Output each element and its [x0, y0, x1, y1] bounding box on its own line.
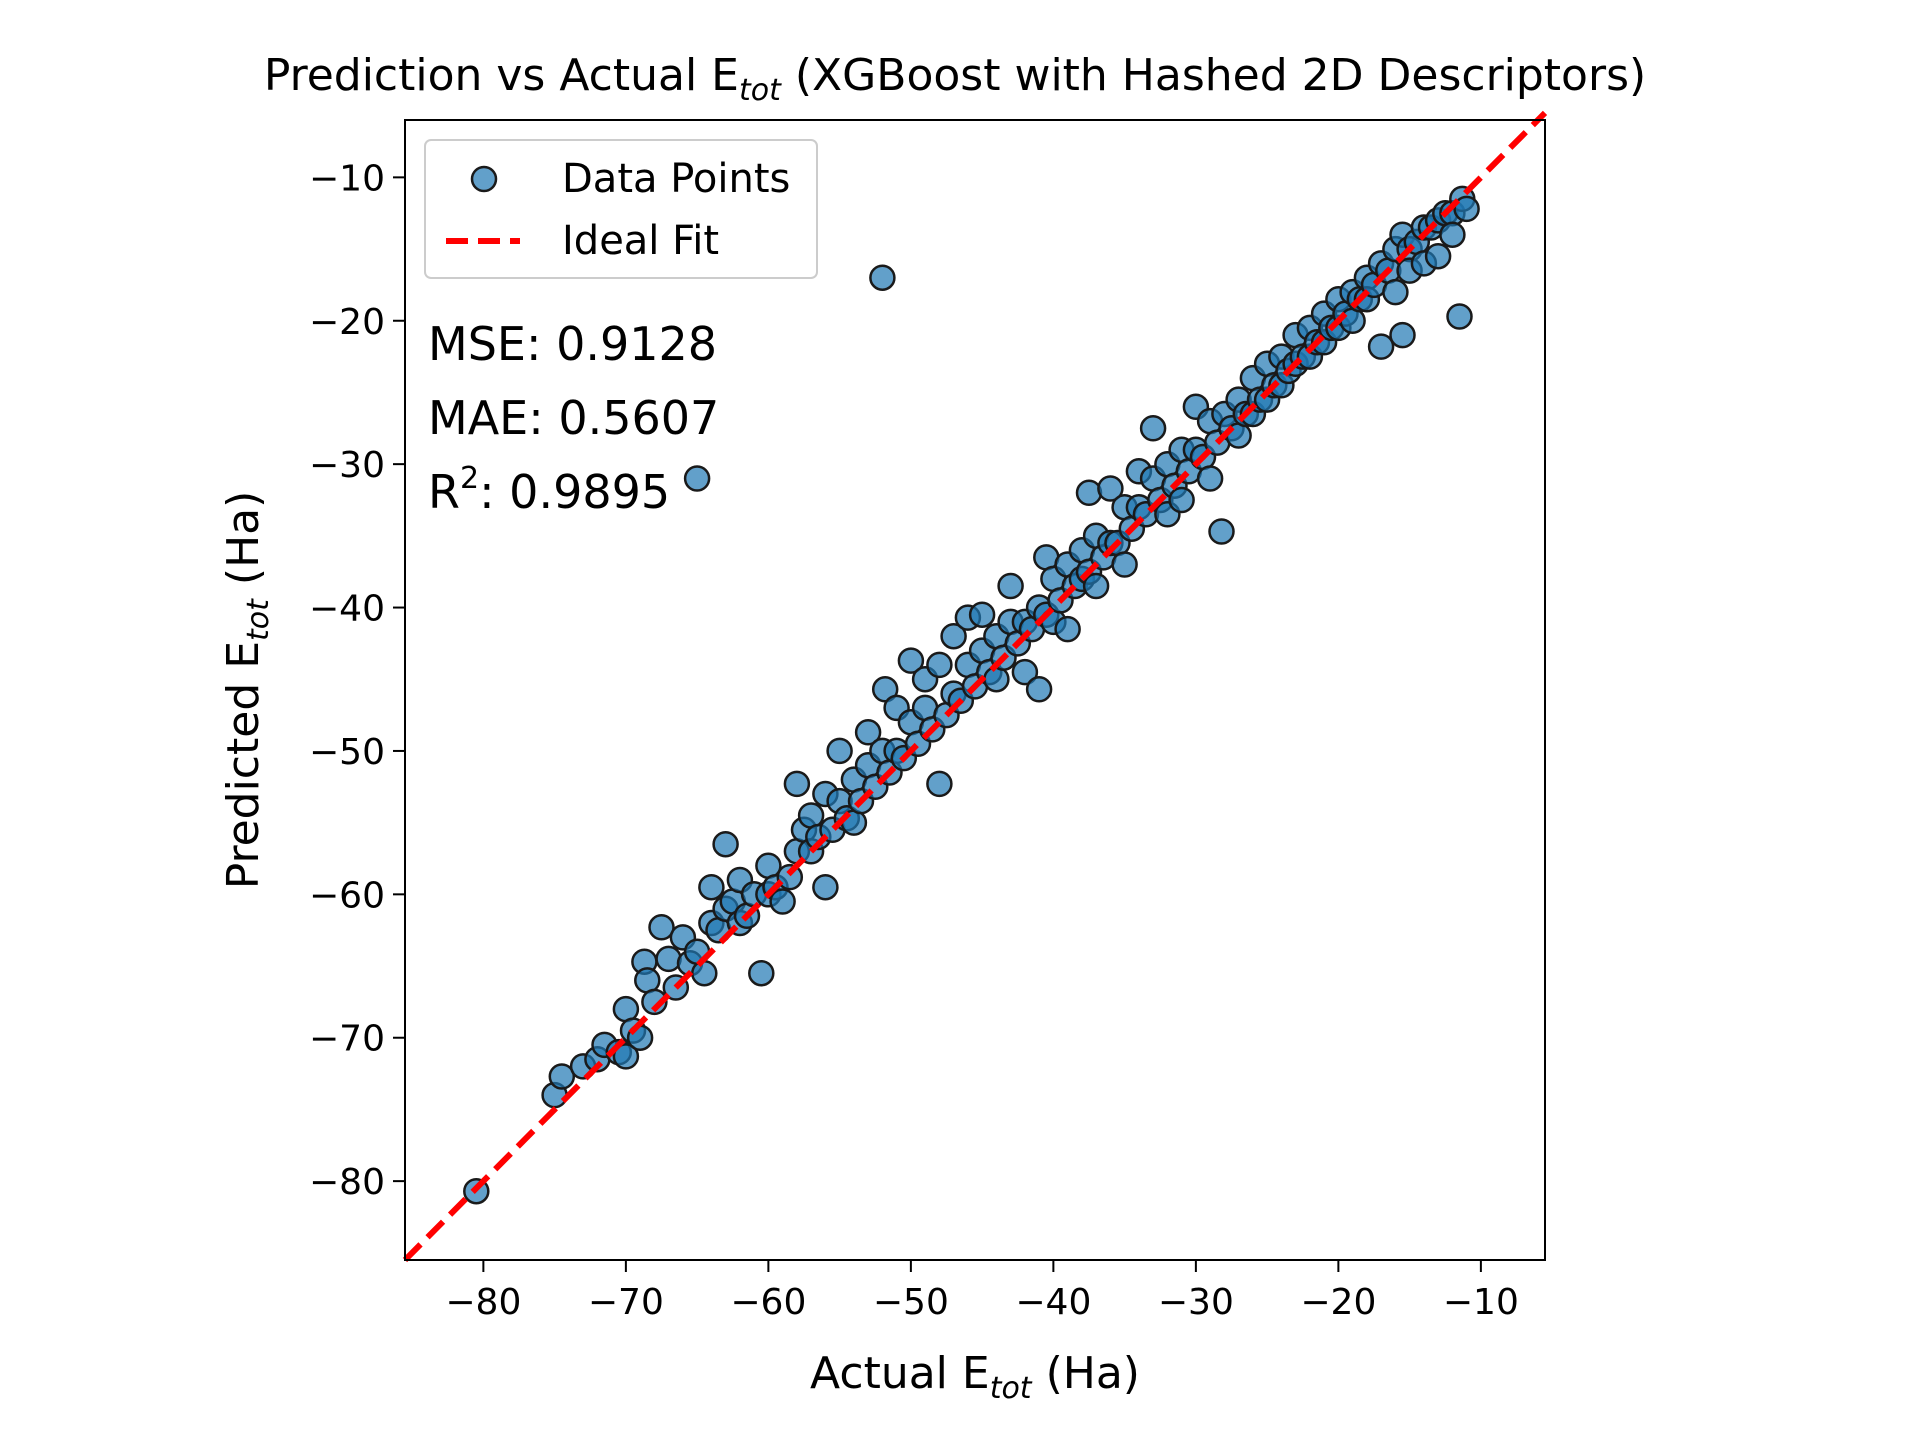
data-point — [869, 264, 896, 291]
legend-box — [424, 139, 818, 279]
data-point — [897, 647, 925, 674]
data-point — [1075, 479, 1103, 507]
y-tick-label: −60 — [309, 875, 385, 916]
data-point — [1054, 615, 1081, 643]
y-tick-label: −10 — [309, 158, 385, 199]
x-tick-label: −50 — [873, 1282, 949, 1323]
x-axis-label: Actual Etot (Ha) — [810, 1348, 1140, 1406]
x-tick-label: −40 — [1015, 1282, 1091, 1323]
legend-marker-data-points — [470, 165, 498, 193]
data-point — [1446, 303, 1473, 330]
data-point — [691, 959, 718, 987]
data-point — [1168, 486, 1195, 514]
data-point — [1382, 278, 1409, 306]
data-point — [1424, 242, 1452, 270]
data-point — [712, 830, 739, 858]
data-point — [769, 888, 796, 915]
chart-title: Prediction vs Actual Etot (XGBoost with … — [264, 50, 1646, 108]
mae-annotation: MAE: 0.5607 — [428, 391, 719, 445]
data-point — [1082, 572, 1110, 600]
data-point — [1439, 221, 1466, 248]
data-point — [548, 1063, 576, 1090]
data-point — [1208, 518, 1235, 545]
x-tick-label: −80 — [445, 1282, 521, 1323]
x-tick-label: −70 — [588, 1282, 664, 1323]
data-point — [1097, 475, 1124, 502]
legend: Data Points Ideal Fit — [424, 139, 818, 279]
x-tick-label: −10 — [1443, 1282, 1519, 1323]
data-point — [641, 988, 668, 1016]
y-tick-label: −20 — [309, 302, 385, 343]
ideal-fit-line — [402, 110, 1548, 1263]
y-axis-ticks: −80 −70 −60 −50 −40 −30 −20 −10 — [309, 158, 405, 1203]
data-point — [655, 945, 682, 973]
legend-label-data-points: Data Points — [562, 156, 790, 202]
plot-area — [404, 119, 1546, 1261]
data-point — [783, 770, 811, 798]
data-point — [1339, 307, 1366, 335]
data-point — [1453, 195, 1480, 223]
x-axis-ticks: −80 −70 −60 −50 −40 −30 −20 −10 — [445, 1260, 1519, 1323]
data-point — [854, 719, 882, 746]
x-tick-label: −60 — [730, 1282, 806, 1323]
data-point — [698, 873, 725, 901]
data-point — [940, 622, 967, 650]
y-tick-label: −40 — [309, 589, 385, 630]
data-point — [748, 959, 775, 987]
data-point — [1196, 465, 1224, 492]
y-axis-label: Predicted Etot (Ha) — [218, 491, 276, 890]
data-point — [612, 1043, 640, 1070]
r2-annotation: R2: 0.9895 — [428, 461, 670, 519]
data-point — [926, 770, 953, 798]
data-point — [1367, 333, 1395, 360]
y-tick-label: −30 — [309, 445, 385, 486]
legend-label-ideal-fit: Ideal Fit — [562, 218, 719, 264]
data-point — [812, 873, 839, 901]
data-point — [1011, 658, 1039, 686]
data-point — [1139, 415, 1167, 442]
data-point — [926, 651, 953, 679]
y-tick-label: −50 — [309, 732, 385, 773]
data-point — [968, 601, 996, 628]
data-point — [648, 914, 675, 941]
x-tick-label: −20 — [1300, 1282, 1376, 1323]
data-point — [826, 737, 853, 765]
data-point — [1389, 321, 1416, 349]
data-point — [776, 863, 804, 891]
data-point — [1111, 551, 1138, 578]
y-tick-label: −70 — [309, 1019, 385, 1060]
mse-annotation: MSE: 0.9128 — [428, 317, 717, 371]
y-tick-label: −80 — [309, 1162, 385, 1203]
x-tick-label: −30 — [1158, 1282, 1234, 1323]
data-point — [683, 465, 711, 492]
data-point — [1025, 676, 1053, 703]
data-point — [997, 572, 1024, 600]
